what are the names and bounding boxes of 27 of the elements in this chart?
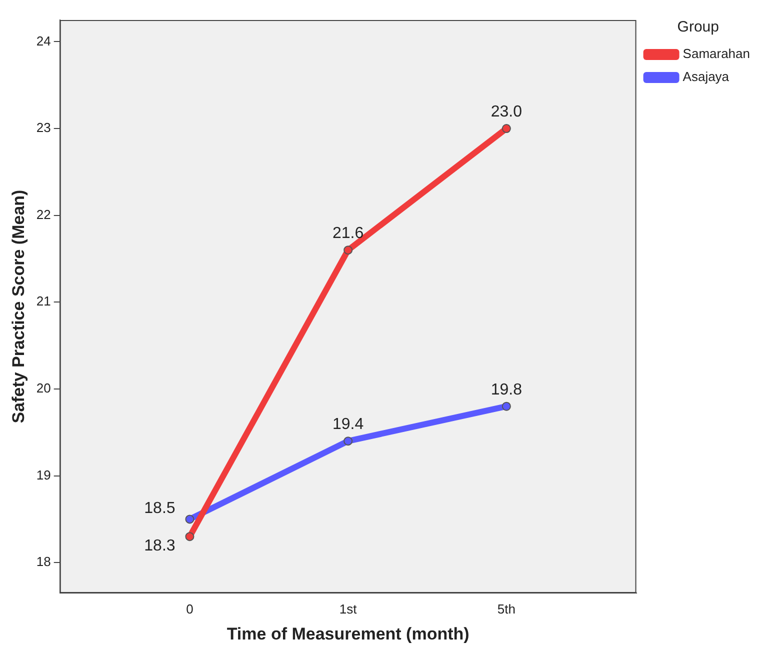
y-tick-label: 19	[36, 467, 51, 482]
y-tick-label: 24	[36, 33, 51, 48]
y-tick-label: 23	[36, 120, 51, 136]
y-tick-label: 22	[36, 206, 51, 222]
y-axis-title: Safety Practice Score (Mean)	[8, 190, 28, 424]
y-tick-label: 21	[36, 294, 51, 309]
x-axis-title: Time of Measurement (month)	[226, 624, 470, 644]
x-tick-label: 5th	[497, 601, 516, 616]
data-label: 21.6	[332, 225, 364, 242]
x-tick-label: 1st	[339, 601, 358, 616]
data-label: 18.5	[144, 500, 176, 518]
y-tick-label: 20	[36, 380, 51, 396]
data-label: 19.8	[490, 381, 522, 398]
point	[502, 124, 511, 134]
data-label: 19.4	[332, 416, 364, 434]
point	[344, 246, 353, 255]
x-tick-label: 0	[186, 601, 194, 616]
point	[344, 436, 353, 446]
data-label: 18.3	[144, 538, 176, 555]
point	[185, 514, 194, 524]
point	[185, 532, 194, 542]
legend-label: Samarahan	[682, 46, 750, 62]
legend-title: Group	[677, 18, 719, 36]
y-tick-label: 18	[36, 554, 51, 570]
data-label: 23.0	[490, 104, 522, 121]
point	[502, 402, 511, 411]
legend-label: Asajaya	[682, 69, 730, 84]
